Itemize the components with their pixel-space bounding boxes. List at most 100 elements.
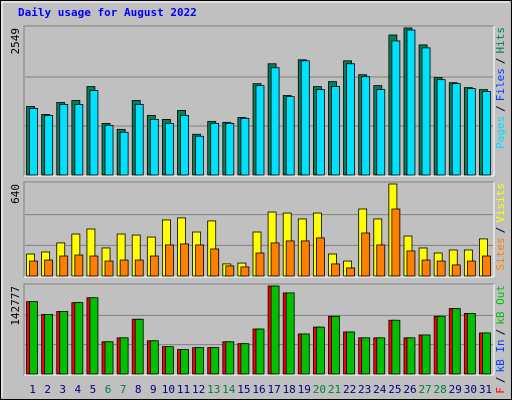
legend-separator: / [494,58,507,65]
bar [134,259,144,277]
bar [391,208,401,277]
x-tick-label: 6 [105,383,112,396]
bar [482,91,491,176]
x-tick-label: 4 [75,383,82,396]
bar [225,122,235,176]
x-tick-label: 26 [403,383,416,396]
bar [285,96,295,176]
bar [466,88,476,176]
x-tick-label: 19 [298,383,311,396]
bar [59,311,69,375]
bar [74,254,84,277]
y-max-label: 640 [9,184,22,204]
bar [119,131,129,176]
x-tick-label: 23 [358,383,371,396]
bar [361,337,371,375]
x-tick-label: 7 [120,383,127,396]
bar [104,260,114,277]
bar [225,341,235,375]
x-tick-label: 30 [464,383,477,396]
bar [482,332,491,375]
bar [29,108,38,176]
legend: Pages / Files / Hits [494,27,507,149]
bar [255,252,265,277]
bar [436,260,446,277]
legend-entry: kB F [494,387,507,400]
bar [180,243,189,277]
x-tick-label: 5 [90,383,97,396]
legend: kB F / kB In / kB Out [494,285,507,400]
bar [466,313,476,375]
bar [44,313,54,375]
y-max-label: 2549 [9,28,22,55]
bar [180,115,189,176]
bar [44,115,54,176]
bar [74,302,84,375]
bar [421,47,431,176]
bar [89,90,99,176]
bar [119,337,129,375]
bar [149,340,159,375]
bar [285,240,295,277]
y-max-label: 142777 [9,286,22,326]
bar [270,242,280,277]
x-tick-label: 24 [373,383,387,396]
bar [270,285,280,375]
bar [210,122,220,176]
bar [255,328,265,375]
bar [89,297,99,375]
x-tick-label: 17 [267,383,280,396]
x-tick-label: 31 [479,383,492,396]
bar [300,60,310,176]
legend-separator: / [494,105,507,112]
legend-separator: / [494,329,507,336]
bar [59,255,69,277]
bar [165,346,174,375]
bar [451,308,461,375]
bar [331,263,340,277]
bar [436,315,446,375]
bar [406,29,416,176]
x-tick-label: 3 [59,383,66,396]
bar [134,104,144,176]
x-tick-label: 22 [343,383,356,396]
bar [195,347,205,375]
x-tick-label: 10 [162,383,175,396]
x-tick-label: 27 [418,383,431,396]
x-tick-label: 14 [222,383,236,396]
legend-separator: / [494,227,507,234]
legend-entry: kB Out [494,285,507,325]
bar [346,267,355,277]
x-tick-label: 13 [207,383,220,396]
bar [285,292,295,375]
bar [44,259,54,277]
x-tick-label: 18 [283,383,296,396]
bar [59,104,69,176]
legend-entry: kB In [494,339,507,372]
bar [466,260,476,277]
bar [331,86,340,176]
bar [421,259,431,277]
bar [482,255,491,277]
bar [104,124,114,176]
legend-entry: Hits [494,27,507,54]
bar [331,315,340,375]
bar [240,117,250,176]
bar [300,333,310,375]
bar [361,232,371,277]
legend: Sites / Visits [494,183,507,271]
bar [421,334,431,375]
bar [315,89,325,176]
bar [391,319,401,375]
bar [376,89,386,176]
x-tick-label: 2 [44,383,51,396]
legend-entry: Sites [494,237,507,270]
bar [195,135,205,176]
bar [376,244,386,277]
x-tick-label: 15 [237,383,250,396]
x-tick-label: 1 [29,383,36,396]
bar [89,255,99,277]
bar [346,63,355,176]
bar [255,85,265,176]
bar [270,67,280,176]
